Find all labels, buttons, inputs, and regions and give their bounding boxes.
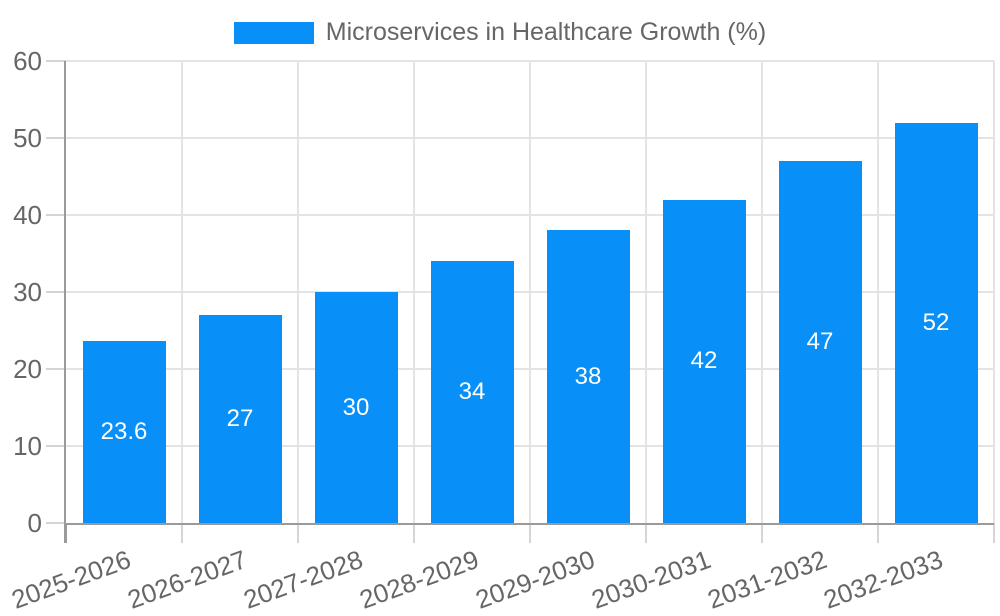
x-tick-mark (761, 523, 763, 543)
x-axis-category-label: 2030-2031 (587, 544, 715, 615)
bar-value-label: 38 (574, 362, 602, 390)
gridline-vertical (645, 61, 647, 523)
x-tick-mark (529, 523, 531, 543)
gridline-vertical (529, 61, 531, 523)
x-axis-category-label: 2027-2028 (239, 544, 367, 615)
gridline-vertical (181, 61, 183, 523)
y-axis-line (64, 61, 66, 543)
bar-chart-plot-area: 0 10 20 30 40 50 60 23.6 2025-2026 27 2026-2027 30 2… (7, 46, 995, 615)
x-tick-mark (645, 523, 647, 543)
y-axis-tick-label: 50 (13, 123, 42, 153)
x-tick-mark (877, 523, 879, 543)
x-axis-category-label: 2026-2027 (123, 544, 251, 615)
gridline-vertical (877, 61, 879, 523)
gridline-vertical (413, 61, 415, 523)
bar-value-label: 47 (806, 328, 834, 356)
y-tick-mark (46, 137, 66, 139)
y-tick-mark (46, 368, 66, 370)
bar-value-label: 30 (342, 393, 370, 421)
bar-2027-2028[interactable] (314, 292, 398, 523)
x-tick-mark (297, 523, 299, 543)
bar-value-label: 23.6 (100, 418, 148, 446)
y-tick-mark (46, 60, 66, 62)
bar-2025-2026[interactable] (82, 341, 166, 523)
bar-2026-2027[interactable] (198, 315, 282, 523)
x-axis-category-label: 2029-2030 (471, 544, 599, 615)
y-axis-tick-label: 20 (13, 354, 42, 384)
x-tick-mark (65, 523, 67, 543)
bar-value-label: 34 (458, 378, 486, 406)
y-tick-mark (46, 214, 66, 216)
gridline-vertical (761, 61, 763, 523)
y-axis-tick-label: 40 (13, 200, 42, 230)
x-tick-mark (993, 523, 995, 543)
bar-2032-2033[interactable] (894, 122, 978, 523)
x-axis-category-label: 2025-2026 (7, 544, 135, 615)
legend-swatch (233, 21, 314, 44)
y-tick-mark (46, 522, 66, 524)
legend-label: Microservices in Healthcare Growth (%) (325, 18, 767, 46)
y-axis-tick-label: 60 (13, 46, 42, 76)
y-axis-tick-label: 10 (13, 431, 42, 461)
gridline-vertical (993, 61, 995, 523)
bar-value-label: 52 (922, 308, 950, 336)
x-tick-mark (181, 523, 183, 543)
x-tick-mark (413, 523, 415, 543)
bar-value-label: 27 (226, 405, 254, 433)
legend-item[interactable]: Microservices in Healthcare Growth (%) (0, 18, 1000, 47)
x-axis-line (64, 523, 994, 525)
bar-value-label: 42 (690, 347, 718, 375)
x-axis-category-label: 2028-2029 (355, 544, 483, 615)
x-axis-category-label: 2031-2032 (703, 544, 831, 615)
x-axis-category-label: 2032-2033 (819, 544, 947, 615)
y-tick-mark (46, 445, 66, 447)
y-tick-mark (46, 291, 66, 293)
bar-2028-2029[interactable] (430, 261, 514, 523)
y-axis-tick-label: 0 (27, 508, 42, 538)
gridline-vertical (297, 61, 299, 523)
y-axis-tick-label: 30 (13, 277, 42, 307)
bar-2030-2031[interactable] (662, 199, 746, 523)
chart-canvas: { "legend": { "label": "Microservices in… (0, 18, 1000, 615)
bar-2029-2030[interactable] (546, 230, 630, 523)
bar-2031-2032[interactable] (778, 161, 862, 523)
